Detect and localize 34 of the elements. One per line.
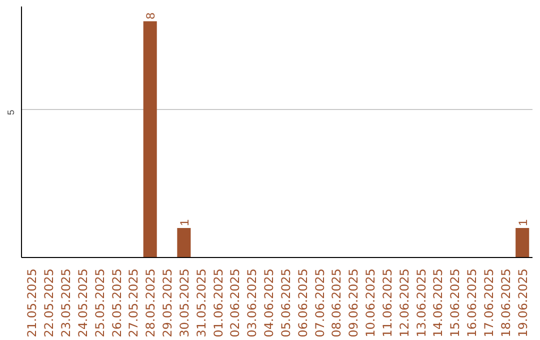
x-tick-label: 19.06.2025 xyxy=(516,268,530,338)
x-tick-label: 01.06.2025 xyxy=(211,268,226,338)
x-tick-label: 04.06.2025 xyxy=(262,268,276,338)
x-tick-label: 25.05.2025 xyxy=(92,268,107,338)
x-tick-label: 06.06.2025 xyxy=(296,268,310,338)
x-tick-label: 26.05.2025 xyxy=(110,268,124,338)
x-tick-label: 15.06.2025 xyxy=(448,268,462,338)
x-tick-label: 17.06.2025 xyxy=(482,268,496,338)
x-tick-label: 28.05.2025 xyxy=(144,268,158,338)
x-tick-label: 31.05.2025 xyxy=(194,268,208,338)
x-tick-label: 23.05.2025 xyxy=(58,268,73,338)
x-tick-label: 27.05.2025 xyxy=(126,268,141,338)
x-tick-label: 21.05.2025 xyxy=(25,268,40,338)
x-tick-label: 12.06.2025 xyxy=(397,268,412,338)
x-tick-label: 03.06.2025 xyxy=(245,268,260,338)
x-tick-label: 16.06.2025 xyxy=(465,268,480,338)
x-tick-label: 30.05.2025 xyxy=(177,268,192,338)
x-tick-label: 18.06.2025 xyxy=(498,268,513,338)
x-tick-label: 13.06.2025 xyxy=(414,268,428,338)
x-tick-label: 24.05.2025 xyxy=(76,268,90,338)
data-label: 1 xyxy=(516,218,530,226)
data-label: 8 xyxy=(144,12,158,20)
x-tick-label: 29.05.2025 xyxy=(160,268,175,338)
x-tick-label: 05.06.2025 xyxy=(278,268,293,338)
x-tick-label: 07.06.2025 xyxy=(312,268,327,338)
x-tick-label: 02.06.2025 xyxy=(228,268,242,338)
x-tick-label: 11.06.2025 xyxy=(380,268,394,338)
y-tick-label: 5 xyxy=(6,110,16,116)
x-tick-label: 10.06.2025 xyxy=(364,268,378,338)
data-label: 1 xyxy=(177,218,192,226)
x-tick-label: 22.05.2025 xyxy=(42,268,56,338)
x-tick-label: 14.06.2025 xyxy=(431,268,446,338)
x-tick-label: 08.06.2025 xyxy=(330,268,344,338)
x-tick-label: 09.06.2025 xyxy=(346,268,361,338)
